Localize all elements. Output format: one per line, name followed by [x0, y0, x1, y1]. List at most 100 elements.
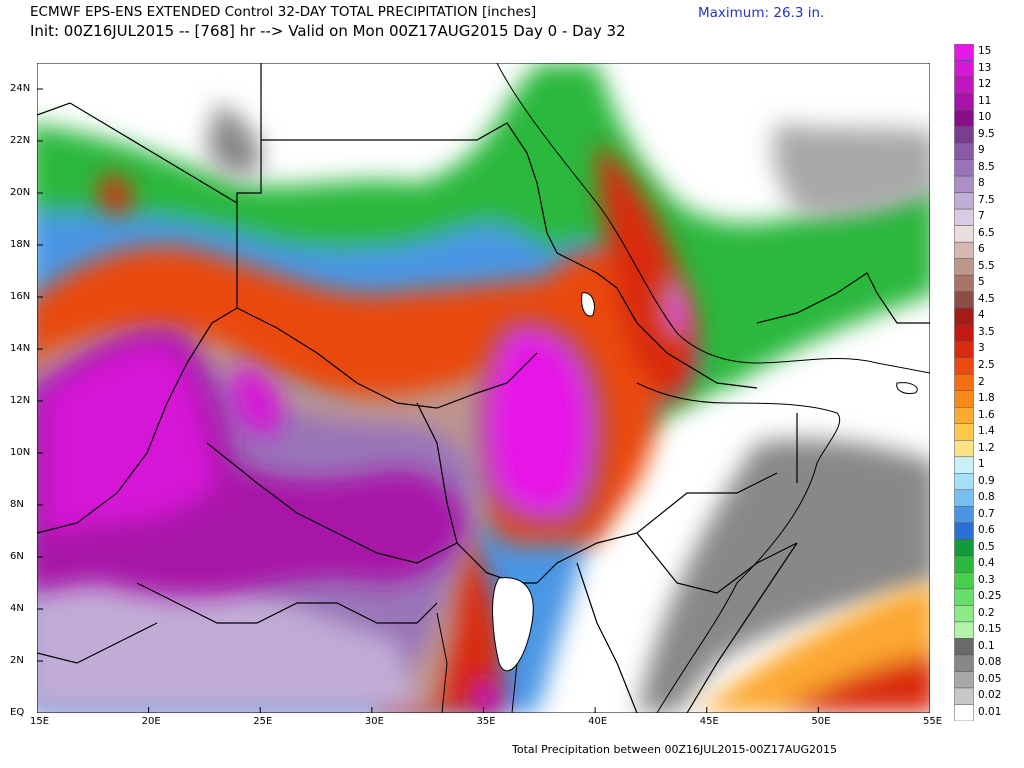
- colorbar-level-label: 10: [978, 111, 992, 124]
- colorbar-swatch: [954, 274, 974, 292]
- colorbar-level-label: 0.9: [978, 474, 995, 487]
- colorbar-swatch: [954, 340, 974, 358]
- colorbar-level-label: 1: [978, 458, 985, 471]
- precip-field-extreme: [37, 273, 689, 713]
- longitude-label: 55E: [923, 716, 943, 727]
- colorbar-swatch: [954, 522, 974, 540]
- latitude-label: 6N: [10, 551, 24, 562]
- colorbar-swatch: [954, 208, 974, 226]
- colorbar-swatch: [954, 390, 974, 408]
- colorbar-swatch: [954, 456, 974, 474]
- colorbar-swatch: [954, 225, 974, 243]
- colorbar-swatch: [954, 423, 974, 441]
- longitude-label: 20E: [141, 716, 161, 727]
- precipitation-map: [37, 63, 930, 713]
- lakes: [492, 292, 918, 672]
- latitude-label: 10N: [10, 447, 31, 458]
- latitude-label: 24N: [10, 83, 31, 94]
- chart-title: ECMWF EPS-ENS EXTENDED Control 32-DAY TO…: [30, 4, 537, 20]
- latitude-label: 16N: [10, 291, 31, 302]
- colorbar-swatch: [954, 357, 974, 375]
- longitude-label: 45E: [699, 716, 719, 727]
- colorbar-level-label: 3: [978, 342, 985, 355]
- colorbar-swatch: [954, 109, 974, 127]
- colorbar-level-label: 4: [978, 309, 985, 322]
- longitude-label: 40E: [588, 716, 608, 727]
- footer-caption: Total Precipitation between 00Z16JUL2015…: [512, 743, 838, 756]
- precip-field-grey: [207, 103, 930, 713]
- colorbar-level-label: 0.2: [978, 606, 995, 619]
- latitude-label: 20N: [10, 187, 31, 198]
- colorbar-swatch: [954, 638, 974, 656]
- colorbar-swatch: [954, 373, 974, 392]
- colorbar-level-label: 0.08: [978, 656, 1002, 669]
- colorbar-level-label: 7: [978, 210, 985, 223]
- colorbar-swatch: [954, 93, 974, 111]
- colorbar-swatch: [954, 159, 974, 177]
- colorbar-swatch: [954, 291, 974, 309]
- colorbar-swatch: [954, 489, 974, 507]
- longitude-label: 15E: [30, 716, 50, 727]
- latitude-label: 22N: [10, 135, 31, 146]
- colorbar-swatch: [954, 44, 974, 61]
- precip-field-southeast: [697, 584, 930, 713]
- colorbar-level-label: 0.6: [978, 524, 995, 537]
- latitude-label: 4N: [10, 603, 24, 614]
- colorbar-swatch: [954, 142, 974, 160]
- chart-subtitle: Init: 00Z16JUL2015 -- [768] hr --> Valid…: [30, 22, 626, 40]
- colorbar-level-label: 8.5: [978, 160, 995, 173]
- colorbar-swatch: [954, 407, 974, 425]
- colorbar-level-label: 7.5: [978, 193, 995, 206]
- colorbar-level-label: 1.2: [978, 441, 995, 454]
- colorbar-level-label: 2: [978, 375, 985, 388]
- colorbar-swatch: [954, 126, 974, 144]
- colorbar-level-label: 6: [978, 243, 985, 256]
- colorbar-level-label: 0.01: [978, 705, 1002, 718]
- colorbar-swatch: [954, 506, 974, 524]
- colorbar-swatch: [954, 555, 974, 573]
- country-borders: [37, 63, 930, 713]
- colorbar-level-label: 11: [978, 94, 992, 107]
- colorbar-level-label: 15: [978, 45, 992, 58]
- colorbar-swatch: [954, 572, 974, 590]
- latitude-label: 14N: [10, 343, 31, 354]
- maximum-label: Maximum: 26.3 in.: [698, 5, 825, 21]
- colorbar-level-label: 0.8: [978, 491, 995, 504]
- latitude-label: 8N: [10, 499, 24, 510]
- colorbar-level-label: 1.8: [978, 392, 995, 404]
- colorbar-swatch: [954, 621, 974, 639]
- colorbar-level-label: 2.5: [978, 358, 995, 371]
- colorbar-swatch: [954, 539, 974, 557]
- colorbar-level-label: 3.5: [978, 325, 995, 338]
- colorbar: [954, 44, 974, 721]
- colorbar-swatch: [954, 671, 974, 689]
- colorbar-level-label: 9: [978, 144, 985, 157]
- colorbar-level-label: 0.7: [978, 507, 995, 520]
- colorbar-level-label: 1.6: [978, 408, 995, 421]
- colorbar-swatch: [954, 192, 974, 210]
- colorbar-level-label: 1.4: [978, 425, 995, 438]
- colorbar-swatch: [954, 588, 974, 606]
- colorbar-swatch: [954, 704, 974, 721]
- colorbar-swatch: [954, 76, 974, 94]
- colorbar-level-label: 0.5: [978, 540, 995, 553]
- colorbar-level-label: 6.5: [978, 226, 995, 239]
- latitude-label: 2N: [10, 655, 24, 666]
- colorbar-level-label: 0.15: [978, 623, 1002, 636]
- colorbar-level-label: 0.02: [978, 689, 1002, 702]
- colorbar-level-label: 0.4: [978, 557, 995, 570]
- colorbar-swatch: [954, 687, 974, 705]
- colorbar-level-label: 0.1: [978, 639, 995, 652]
- colorbar-swatch: [954, 473, 974, 491]
- colorbar-level-label: 5.5: [978, 259, 995, 272]
- colorbar-level-label: 0.25: [978, 590, 1002, 603]
- colorbar-level-label: 9.5: [978, 127, 995, 140]
- colorbar-level-label: 5: [978, 276, 985, 289]
- colorbar-swatch: [954, 241, 974, 259]
- colorbar-swatch: [954, 605, 974, 623]
- colorbar-swatch: [954, 654, 974, 672]
- colorbar-level-label: 0.05: [978, 672, 1002, 685]
- colorbar-swatch: [954, 60, 974, 78]
- colorbar-swatch: [954, 440, 974, 458]
- longitude-label: 30E: [364, 716, 384, 727]
